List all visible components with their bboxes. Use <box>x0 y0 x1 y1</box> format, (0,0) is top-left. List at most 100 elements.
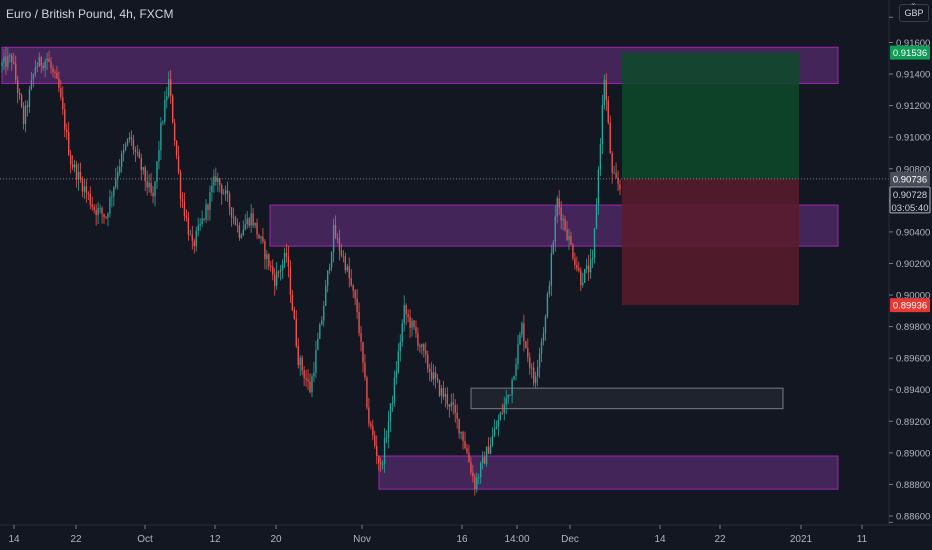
candle <box>303 366 305 387</box>
candle <box>523 314 525 352</box>
candle <box>79 162 82 183</box>
position-layer[interactable] <box>622 52 799 306</box>
candle-body <box>238 225 241 238</box>
candle-body <box>325 285 327 307</box>
candle-body <box>558 198 560 208</box>
candle <box>487 437 490 455</box>
stop-area[interactable] <box>622 178 799 306</box>
candle <box>148 174 150 193</box>
candle-body <box>364 362 366 378</box>
candle <box>20 93 23 109</box>
candle-body <box>115 178 117 188</box>
candle-body <box>179 172 182 199</box>
candle <box>534 371 537 389</box>
candle <box>464 431 466 450</box>
candle <box>42 62 44 72</box>
y-axis[interactable]: 0.916000.914000.912000.910000.908000.906… <box>889 16 930 523</box>
candle <box>480 461 482 484</box>
candle-body <box>79 172 82 180</box>
candle <box>393 370 396 407</box>
candle <box>262 227 264 244</box>
candle <box>348 257 350 288</box>
candle-body <box>340 250 343 256</box>
candle-body <box>389 403 392 422</box>
gray-level-zone[interactable] <box>470 387 784 410</box>
candle-body <box>570 236 572 245</box>
symbol-timeframe[interactable]: 4h <box>119 7 133 21</box>
candle <box>452 393 454 415</box>
candle-body <box>171 95 174 123</box>
candle-body <box>356 298 358 313</box>
candle <box>550 244 553 296</box>
candle <box>370 420 372 430</box>
candle-body <box>585 265 588 270</box>
candle <box>432 364 435 386</box>
candle-body <box>185 216 188 219</box>
candle-body <box>13 62 15 64</box>
candle-body <box>191 234 193 241</box>
candle <box>279 264 282 281</box>
candle <box>158 140 160 170</box>
candle <box>417 327 419 351</box>
candle-body <box>556 198 558 217</box>
candle-body <box>381 463 384 465</box>
candle-body <box>472 472 474 477</box>
candle <box>358 302 360 337</box>
candle <box>468 444 470 463</box>
candle <box>173 118 176 147</box>
candle <box>162 120 164 126</box>
last-price-badge-text: 0.90736 <box>893 174 927 185</box>
symbol-name[interactable]: Euro / British Pound <box>6 7 113 21</box>
candle-body <box>313 372 315 377</box>
candle <box>421 343 423 355</box>
candle-body <box>599 144 602 170</box>
candle <box>603 74 606 110</box>
y-tick-label: 0.89400 <box>896 385 930 396</box>
candle <box>166 86 168 109</box>
candle-body <box>344 256 347 271</box>
candle-body <box>597 169 600 205</box>
candle-body <box>148 182 150 188</box>
candle-body <box>544 316 547 334</box>
lower-support-zone[interactable] <box>378 455 839 490</box>
candle-body <box>362 341 364 363</box>
candle-body <box>476 477 478 490</box>
candle-body <box>42 65 44 68</box>
currency-badge[interactable]: ⌄ GBP <box>899 0 929 22</box>
candle <box>252 207 254 228</box>
candle-body <box>246 218 248 225</box>
symbol-title[interactable]: Euro / British Pound, 4h, FXCM <box>6 7 173 21</box>
y-tick-label: 0.91000 <box>896 133 930 144</box>
candle <box>93 204 95 214</box>
candle-body <box>68 132 70 155</box>
candle-body <box>328 267 331 271</box>
candle <box>58 71 60 93</box>
candle <box>209 185 211 221</box>
candle-body <box>529 357 531 368</box>
candle-body <box>376 445 378 457</box>
y-tick-label: 0.89200 <box>896 417 930 428</box>
candle <box>274 268 276 296</box>
candle-body <box>607 100 609 123</box>
candle <box>378 455 380 471</box>
candle <box>332 218 335 263</box>
candle <box>470 456 472 476</box>
y-tick-label: 0.88600 <box>896 512 930 523</box>
candle-body <box>519 334 521 345</box>
candle <box>120 150 123 173</box>
candle <box>140 153 142 181</box>
bid-countdown-badge: 0.90728 03:05:40 <box>889 186 931 214</box>
candle <box>15 55 17 84</box>
candle <box>258 233 260 239</box>
target-area[interactable] <box>622 52 799 179</box>
candle <box>297 337 299 369</box>
x-tick-label: 14 <box>654 534 666 545</box>
candle <box>403 295 405 332</box>
candle <box>3 48 5 71</box>
x-axis[interactable]: 14 22 Oct 12 20 Nov 16 14:00 Dec 14 22 2021 11 <box>8 525 868 545</box>
candle <box>615 162 617 179</box>
candle-body <box>197 225 199 232</box>
candle <box>401 319 403 347</box>
